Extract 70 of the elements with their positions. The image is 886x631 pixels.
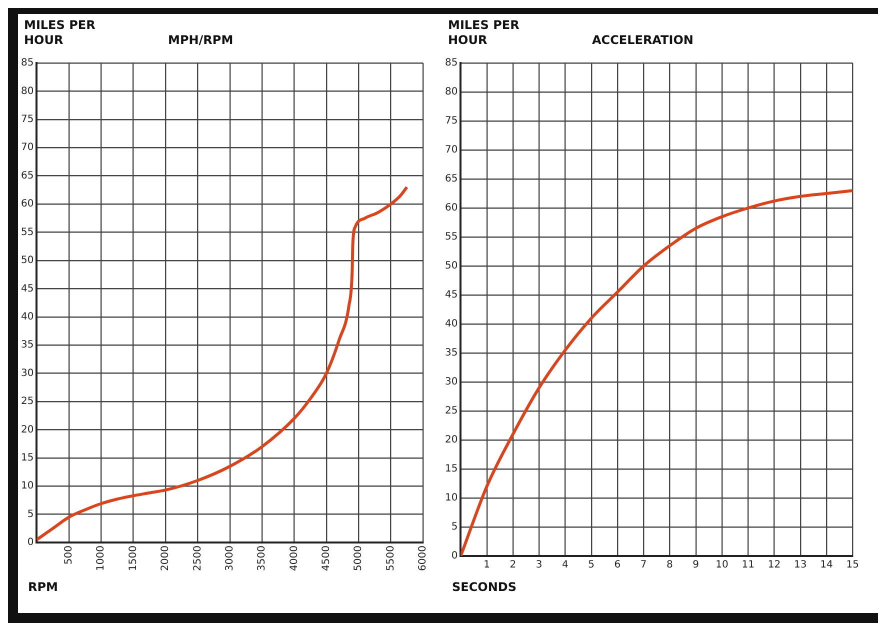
y-tick-label: 75	[20, 114, 34, 126]
x-tick-label: 500	[64, 546, 75, 565]
y-tick-label: 80	[444, 86, 458, 98]
y-tick-label: 15	[20, 452, 34, 464]
x-tick-label: 10	[716, 560, 728, 571]
x-tick-label: 15	[846, 560, 860, 571]
y-tick-label: 40	[444, 318, 458, 330]
y-tick-label: 15	[444, 464, 458, 475]
x-tick-label: 1	[484, 560, 490, 571]
y-tick-label: 35	[20, 340, 34, 351]
y-tick-label: 85	[20, 58, 34, 69]
y-tick-label: 35	[444, 348, 458, 359]
y-tick-label: 10	[444, 492, 458, 504]
y-tick-label: 85	[444, 58, 458, 69]
y-tick-label: 25	[20, 396, 34, 408]
y-axis-title: MILES PER HOUR	[448, 18, 520, 48]
y-tick-label: 10	[20, 480, 34, 492]
y-tick-label: 60	[444, 202, 458, 214]
x-tick-label: 6000	[418, 546, 429, 572]
x-tick-label: 4	[562, 560, 568, 571]
x-tick-label: 1500	[128, 546, 139, 572]
y-tick-label: 55	[444, 232, 458, 243]
x-tick-label: 3000	[224, 546, 236, 572]
x-tick-label: 12	[768, 560, 781, 571]
y-tick-label: 60	[20, 198, 34, 210]
x-tick-label: 2500	[192, 546, 204, 572]
x-tick-label: 3	[536, 560, 542, 571]
x-tick-label: 7	[640, 560, 647, 571]
y-tick-label: 70	[444, 144, 458, 156]
y-tick-label: 50	[444, 260, 458, 272]
x-tick-label: 2000	[160, 546, 172, 572]
y-tick-label: 0	[27, 537, 34, 548]
y-tick-label: 20	[444, 434, 458, 446]
y-tick-label: 55	[20, 226, 34, 238]
line-series	[36, 186, 408, 542]
x-tick-label: 9	[692, 560, 700, 571]
x-axis-title: SECONDS	[452, 580, 516, 594]
x-axis-title: RPM	[28, 580, 58, 594]
x-tick-label: 11	[742, 560, 754, 571]
y-tick-label: 45	[20, 283, 34, 294]
x-tick-label: 5000	[353, 546, 364, 572]
x-tick-label: 14	[820, 560, 833, 571]
y-tick-label: 25	[444, 406, 458, 417]
x-tick-label: 13	[794, 560, 807, 571]
y-tick-label: 70	[20, 142, 34, 154]
y-tick-label: 80	[20, 86, 34, 97]
y-axis-title: MILES PER HOUR	[24, 18, 96, 48]
y-tick-label: 20	[20, 424, 34, 436]
y-tick-label: 65	[444, 174, 458, 185]
x-tick-label: 4000	[288, 546, 300, 572]
y-tick-label: 75	[444, 116, 458, 127]
y-tick-label: 30	[444, 376, 458, 388]
y-tick-label: 5	[27, 508, 34, 520]
y-tick-label: 45	[444, 290, 458, 301]
y-tick-label: 5	[451, 522, 458, 533]
chart-title: ACCELERATION	[592, 33, 694, 47]
y-tick-label: 30	[20, 368, 34, 379]
y-tick-label: 50	[20, 255, 34, 266]
x-tick-label: 3500	[256, 546, 268, 572]
x-tick-label: 2	[510, 560, 516, 571]
x-tick-label: 1000	[96, 546, 107, 572]
x-tick-label: 4500	[321, 546, 332, 572]
x-tick-label: 5	[588, 560, 595, 571]
x-tick-label: 8	[666, 560, 673, 571]
chart-title: MPH/RPM	[168, 33, 234, 47]
y-tick-label: 40	[20, 311, 34, 322]
x-tick-label: 6	[614, 560, 621, 571]
y-tick-label: 65	[20, 170, 34, 182]
y-tick-label: 0	[451, 550, 458, 562]
x-tick-label: 5500	[385, 546, 396, 572]
